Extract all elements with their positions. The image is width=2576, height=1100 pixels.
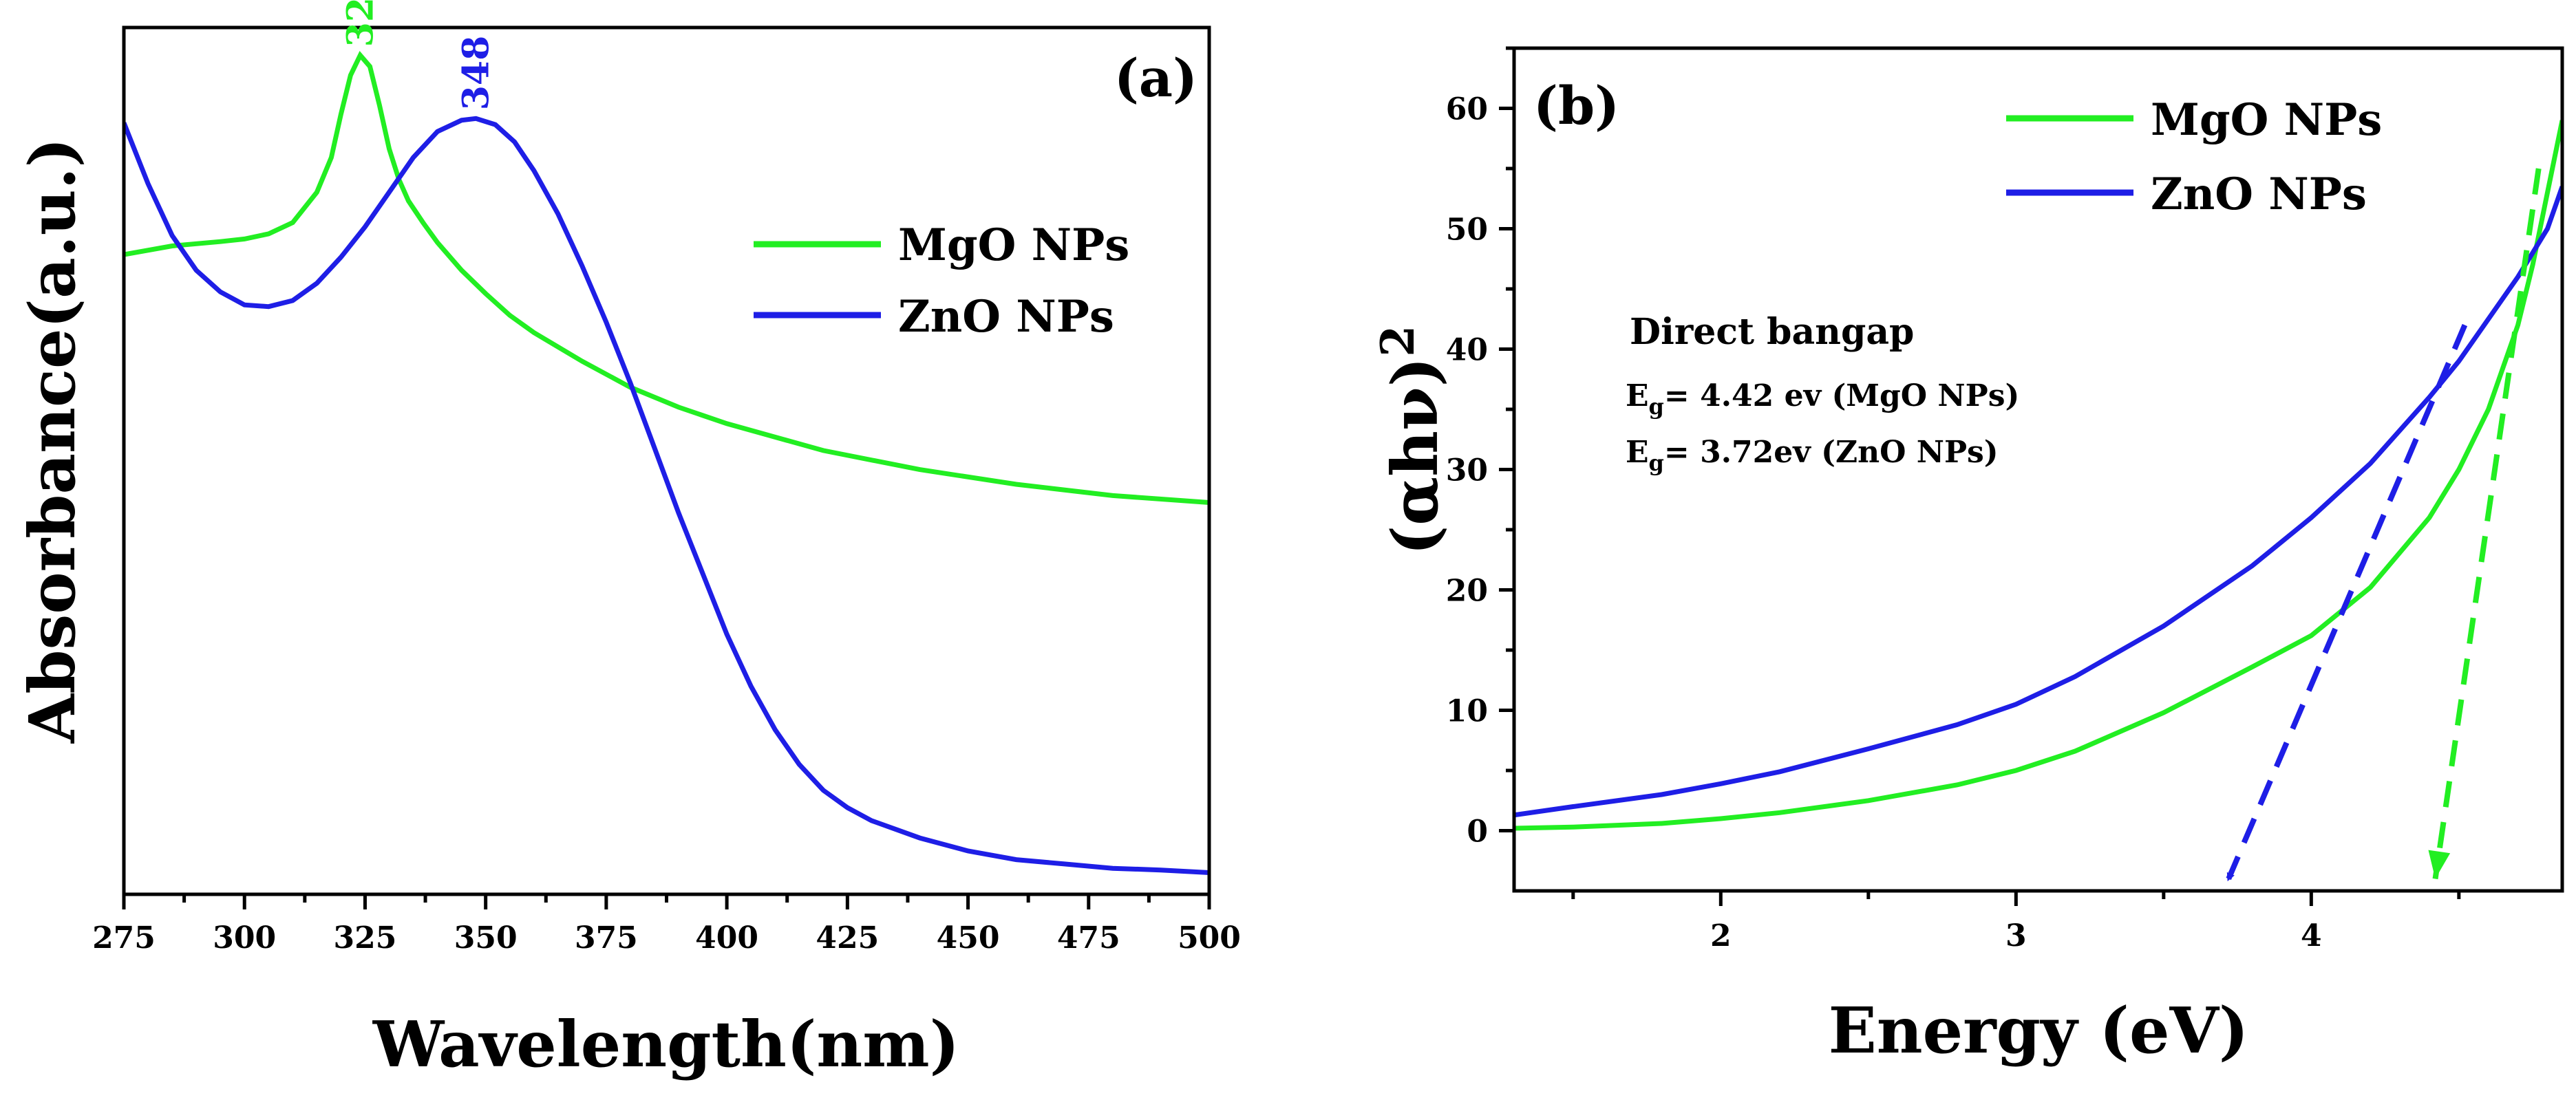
chart-b-y-tick-label: 60 <box>1446 92 1488 127</box>
chart-b-y-tick-label: 10 <box>1446 694 1488 729</box>
chart-b-legend-zno-label: ZnO NPs <box>2151 169 2367 220</box>
chart-a-x-tick-label: 475 <box>1057 920 1120 956</box>
chart-a-x-tick-label: 275 <box>92 920 156 956</box>
chart-b-y-label: (αhν)2 <box>1371 325 1452 556</box>
chart-a-frame <box>122 25 1211 896</box>
chart-a-y-label: Absorbance(a.u.) <box>15 138 89 744</box>
chart-a-x-tick-label: 375 <box>575 920 638 956</box>
chart-b-plot-area <box>1514 120 2562 831</box>
chart-a-series-zno-line <box>124 116 1209 875</box>
chart-a-x-tick-label: 300 <box>213 920 276 956</box>
chart-b-annotation: Direct bangap Eg= 4.42 ev (MgO NPs) Eg= … <box>1626 311 2019 476</box>
chart-a-x-tick-label: 500 <box>1178 920 1241 956</box>
chart-a-peak-label-zno: 348 <box>456 36 498 111</box>
chart-b-y-tick-label: 20 <box>1446 574 1488 609</box>
chart-b-tangent-mgo-arrowhead <box>2428 850 2451 879</box>
chart-b-x-label: Energy (eV) <box>1829 993 2249 1068</box>
chart-b-y-label-sup: 2 <box>1371 325 1425 357</box>
chart-b-y-tick-label: 40 <box>1446 333 1488 368</box>
chart-b-legend-mgo-label: MgO NPs <box>2151 94 2382 146</box>
chart-b: 2 3 4 0 10 20 30 40 50 60 (b) MgO NPs ZnO NPs Di… <box>1371 46 2564 1068</box>
chart-b-y-tick-label: 30 <box>1446 453 1488 488</box>
chart-b-y-tick-label: 0 <box>1467 815 1488 850</box>
chart-b-x-tick-label: 4 <box>2301 918 2322 953</box>
chart-a-legend-mgo-label: MgO NPs <box>898 219 1129 271</box>
chart-b-y-tick-label: 50 <box>1446 213 1488 248</box>
chart-a-x-label: Wavelength(nm) <box>372 1007 959 1081</box>
chart-a-legend-zno-label: ZnO NPs <box>898 291 1114 343</box>
chart-b-tangent-zno <box>2226 323 2468 882</box>
chart-b-x-axis: 2 3 4 <box>1571 891 2461 953</box>
chart-a-legend: MgO NPs ZnO NPs <box>754 219 1129 343</box>
chart-b-panel-label: (b) <box>1533 75 1619 136</box>
chart-b-annotation-line-mgo: Eg= 4.42 ev (MgO NPs) <box>1626 378 2019 420</box>
chart-b-legend: MgO NPs ZnO NPs <box>2006 94 2382 220</box>
chart-a-x-tick-label: 450 <box>937 920 1000 956</box>
chart-b-y-label-main: (αhν) <box>1378 357 1452 556</box>
chart-a-x-tick-label: 400 <box>695 920 758 956</box>
chart-b-tangent-mgo <box>2432 168 2542 880</box>
chart-a-x-tick-label: 350 <box>454 920 518 956</box>
chart-a-peak-label-mgo: 324 <box>339 0 381 47</box>
chart-b-x-tick-label: 3 <box>2005 918 2027 953</box>
chart-a-series-mgo-line <box>124 50 1209 505</box>
chart-b-y-axis: 0 10 20 30 40 50 60 <box>1446 46 1514 850</box>
chart-b-series-zno-line <box>1514 186 2562 818</box>
chart-a-x-axis: 275 300 325 350 375 400 425 450 475 500 <box>92 894 1241 956</box>
chart-a: 275 300 325 350 375 400 425 450 475 500 (a) 324 3… <box>15 0 1241 1081</box>
chart-a-x-tick-label: 325 <box>334 920 397 956</box>
chart-a-panel-label: (a) <box>1114 47 1197 109</box>
chart-b-annotation-title: Direct bangap <box>1630 311 1914 353</box>
chart-a-x-tick-label: 425 <box>816 920 879 956</box>
chart-b-annotation-line-zno: Eg= 3.72ev (ZnO NPs) <box>1626 435 1999 476</box>
chart-b-series-mgo-line <box>1514 120 2562 831</box>
chart-a-plot-area <box>124 50 1209 875</box>
chart-b-x-tick-label: 2 <box>1710 918 1732 953</box>
